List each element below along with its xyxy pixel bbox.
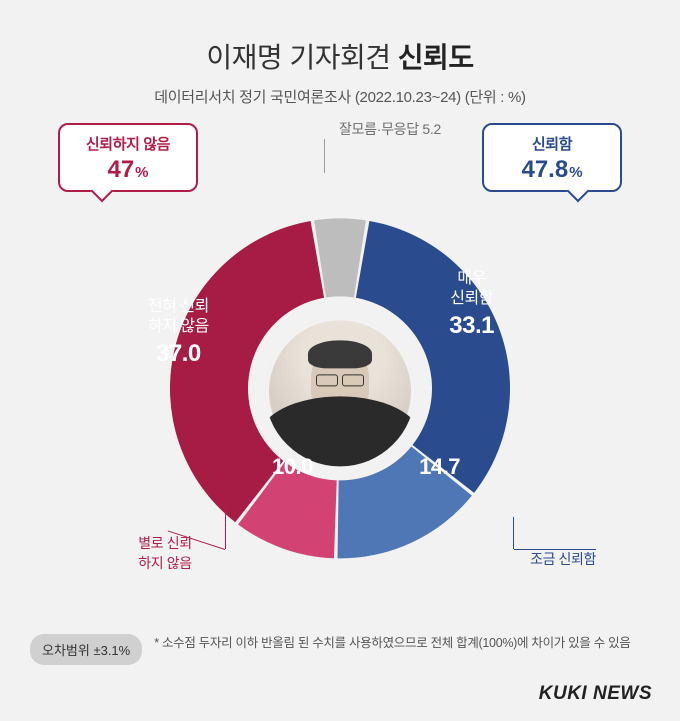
- portrait-glasses: [316, 374, 364, 384]
- title-plain: 이재명 기자회견: [206, 42, 397, 73]
- donut-chart: 신뢰하지 않음 47% 신뢰함 47.8% 잘모름·무응답 5.2 매우신뢰함 …: [30, 129, 650, 609]
- footer: 오차범위 ±3.1% * 소수점 두자리 이하 반올림 된 수치를 사용하였으므…: [30, 634, 650, 665]
- bubble-distrust-label: 신뢰하지 않음: [72, 133, 184, 154]
- neutral-leader-line: [324, 139, 325, 173]
- donut-svg-wrap: [160, 208, 520, 573]
- brand-logo: KUKI NEWS: [539, 683, 652, 705]
- error-margin-badge: 오차범위 ±3.1%: [30, 634, 142, 665]
- slice-text: 매우신뢰함: [449, 269, 494, 309]
- slice-label-little-distrust: 10.0: [272, 451, 313, 480]
- neutral-label: 잘모름·무응답 5.2: [339, 119, 441, 139]
- slice-label-very-trust: 매우신뢰함 33.1: [449, 269, 494, 340]
- slice-value: 37.0: [148, 340, 209, 368]
- bubble-distrust: 신뢰하지 않음 47%: [58, 123, 198, 192]
- subtitle: 데이터리서치 정기 국민여론조사 (2022.10.23~24) (단위 : %…: [30, 86, 650, 107]
- bubble-distrust-value: 47%: [72, 156, 184, 184]
- leader-some-trust: 조금 신뢰함: [530, 549, 596, 569]
- slice-value: 14.7: [419, 454, 460, 480]
- slice-label-no-trust: 전혀 신뢰하지 않음 37.0: [148, 297, 209, 368]
- portrait-hair: [308, 340, 372, 368]
- leader-little-distrust: 별로 신뢰하지 않음: [120, 533, 210, 573]
- slice-label-some-trust: 14.7: [419, 451, 460, 480]
- page-title: 이재명 기자회견 신뢰도: [30, 36, 650, 76]
- bubble-trust-value: 47.8%: [496, 156, 608, 184]
- center-portrait: [265, 316, 415, 466]
- slice-value: 33.1: [449, 312, 494, 340]
- footnote: * 소수점 두자리 이하 반올림 된 수치를 사용하였으므로 전체 합계(100…: [154, 634, 630, 652]
- bubble-trust: 신뢰함 47.8%: [482, 123, 622, 192]
- bubble-trust-label: 신뢰함: [496, 133, 608, 154]
- slice-value: 10.0: [272, 454, 313, 480]
- title-bold: 신뢰도: [398, 42, 474, 73]
- infographic-container: 이재명 기자회견 신뢰도 데이터리서치 정기 국민여론조사 (2022.10.2…: [0, 0, 680, 721]
- slice-text: 전혀 신뢰하지 않음: [148, 297, 209, 337]
